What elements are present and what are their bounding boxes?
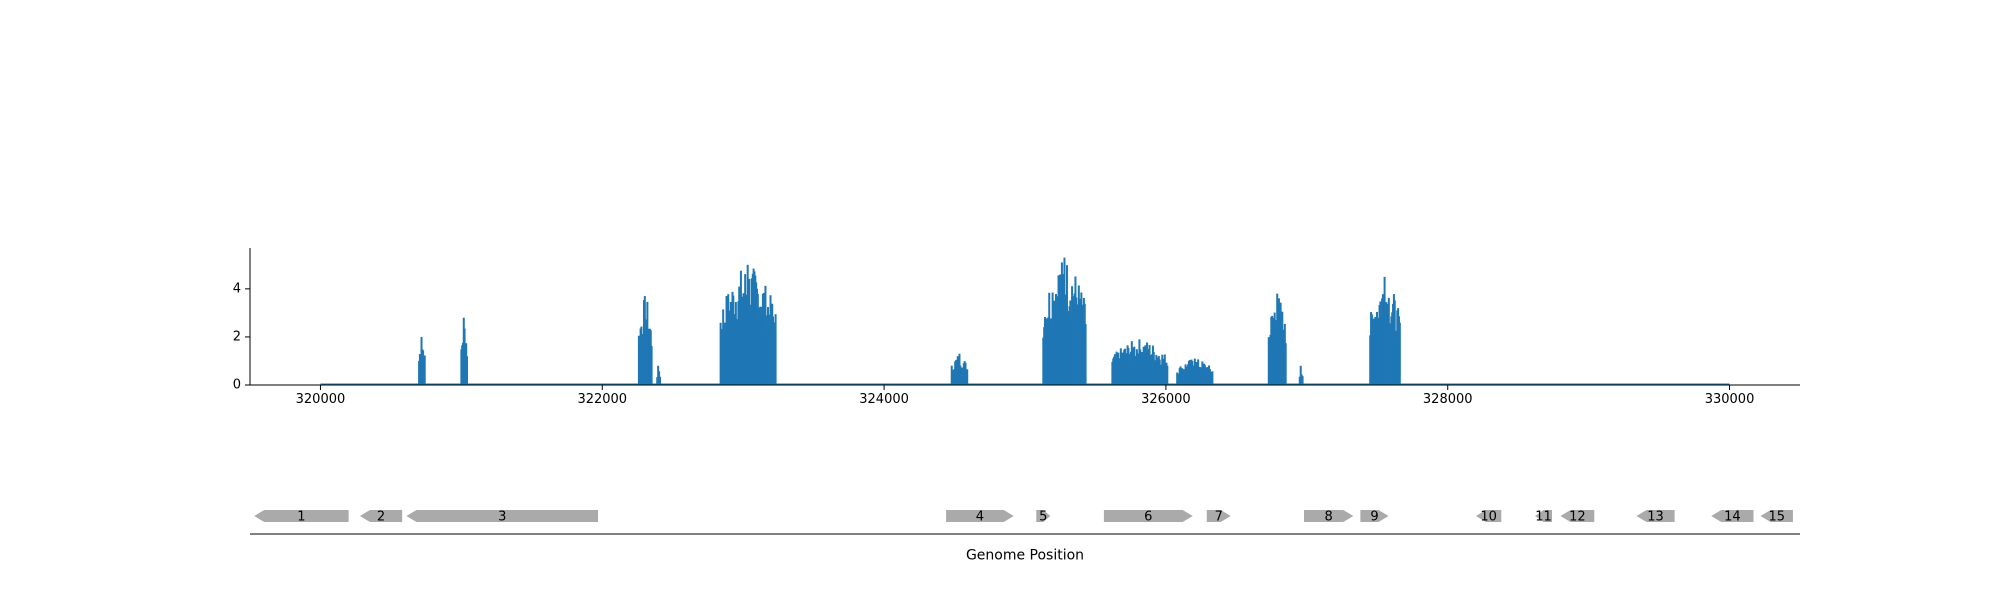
gene-label: 6: [1144, 510, 1152, 525]
coverage-peak: [1176, 358, 1214, 385]
coverage-peak: [1111, 339, 1169, 385]
gene-arrow: [1475, 510, 1502, 522]
coverage-peak: [1298, 365, 1304, 385]
coverage-bars: [320, 257, 1730, 386]
coverage-peak: [950, 353, 969, 385]
gene-label: 7: [1215, 510, 1223, 525]
gene-label: 5: [1039, 510, 1047, 525]
x-tick-label: 320000: [296, 392, 346, 407]
gene-feature: 6: [1103, 510, 1193, 525]
gene-features: 1 2 3 4 5 6 7 8 9 10 11 12 13 14 15: [254, 510, 1793, 525]
x-tick-label: 324000: [859, 392, 909, 407]
gene-arrow: [406, 510, 599, 522]
gene-label: 4: [976, 510, 984, 525]
gene-arrow: [1711, 510, 1754, 522]
coverage-bar: [1398, 322, 1401, 385]
gene-label: 11: [1535, 510, 1552, 525]
gene-arrow: [1636, 510, 1675, 522]
gene-label: 8: [1325, 510, 1333, 525]
y-tick-label: 4: [233, 281, 241, 296]
gene-arrow: [1360, 510, 1389, 522]
gene-feature: 12: [1560, 510, 1595, 525]
y-tick-label: 2: [233, 329, 241, 344]
gene-track: 1 2 3 4 5 6 7 8 9 10 11 12 13 14 15 Genome Position: [250, 510, 1800, 564]
coverage-peak: [418, 336, 426, 385]
coverage-bar: [1211, 371, 1214, 385]
gene-feature: 13: [1636, 510, 1675, 525]
y-ticks: 0 2 4: [233, 281, 250, 393]
gene-arrow: [1560, 510, 1595, 522]
x-tick-label: 328000: [1423, 392, 1473, 407]
coverage-bar: [966, 369, 969, 385]
gene-feature: 4: [946, 510, 1014, 525]
coverage-peak: [1267, 293, 1287, 385]
gene-label: 10: [1480, 510, 1497, 525]
gene-arrow: [254, 510, 349, 522]
coverage-peak: [1042, 257, 1087, 385]
coverage-bar: [1301, 376, 1304, 385]
gene-feature: 3: [406, 510, 599, 525]
x-tick-label: 326000: [1141, 392, 1191, 407]
gene-arrow: [1535, 510, 1552, 522]
x-tick-label: 322000: [577, 392, 627, 407]
gene-feature: 10: [1475, 510, 1502, 525]
gene-label: 2: [377, 510, 385, 525]
coverage-bar: [650, 345, 653, 385]
gene-feature: 9: [1360, 510, 1389, 525]
y-tick-label: 0: [233, 378, 241, 393]
coverage-peak: [637, 296, 653, 385]
coverage-axes: 320000 322000 324000 326000 328000 330000 0 2 4: [233, 248, 1800, 407]
coverage-bar: [466, 356, 468, 385]
gene-label: 15: [1768, 510, 1785, 525]
gene-label: 13: [1647, 510, 1664, 525]
coverage-bar: [659, 376, 662, 385]
gene-arrow: [359, 510, 403, 522]
gene-track-x-axis-title: Genome Position: [966, 548, 1084, 564]
coverage-peak: [460, 317, 468, 385]
gene-arrow: [1304, 510, 1354, 522]
coverage-bar: [1084, 323, 1087, 385]
gene-arrow: [1103, 510, 1193, 522]
x-tick-label: 330000: [1705, 392, 1755, 407]
coverage-peak: [656, 365, 662, 385]
gene-arrow: [1206, 510, 1231, 522]
gene-arrow: [1760, 510, 1793, 522]
gene-feature: 5: [1036, 510, 1051, 525]
coverage-peak: [1369, 276, 1401, 385]
coverage-bar: [1284, 343, 1287, 385]
gene-feature: 8: [1304, 510, 1354, 525]
gene-feature: 1: [254, 510, 349, 525]
gene-arrow: [1036, 510, 1051, 522]
gene-arrow: [946, 510, 1014, 522]
gene-feature: 11: [1535, 510, 1552, 525]
x-ticks: 320000 322000 324000 326000 328000 330000: [296, 385, 1755, 407]
gene-label: 14: [1724, 510, 1741, 525]
gene-feature: 15: [1760, 510, 1793, 525]
gene-label: 1: [297, 510, 305, 525]
coverage-bar: [423, 355, 426, 385]
gene-feature: 7: [1206, 510, 1231, 525]
gene-label: 9: [1370, 510, 1378, 525]
coverage-bar: [1166, 365, 1169, 385]
gene-feature: 2: [359, 510, 403, 525]
gene-label: 12: [1569, 510, 1586, 525]
gene-label: 3: [498, 510, 506, 525]
gene-feature: 14: [1711, 510, 1754, 525]
coverage-peak: [719, 264, 777, 385]
coverage-bar: [774, 314, 777, 385]
